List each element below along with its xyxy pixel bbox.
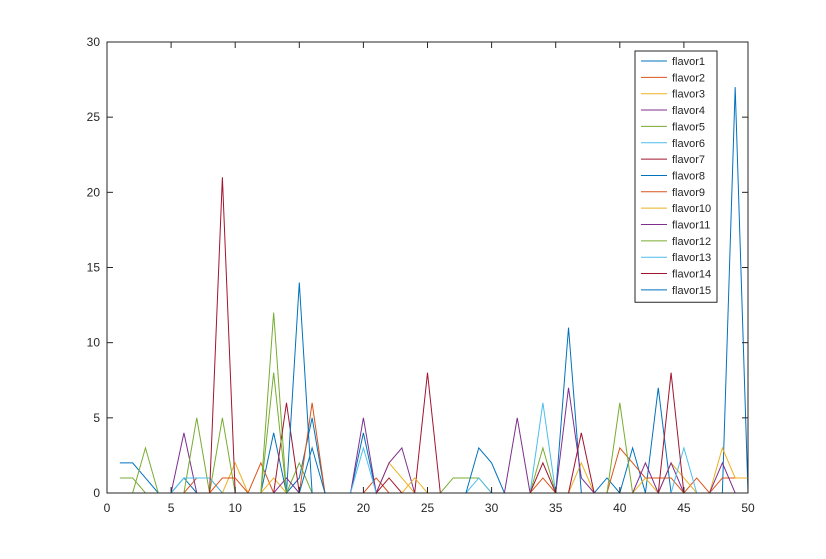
legend-label-flavor8: flavor8 [672, 170, 705, 182]
legend: flavor1 flavor2 flavor3 flavor4 flavor5 flavo… [634, 50, 718, 303]
legend-label-flavor9: flavor9 [672, 187, 705, 199]
y-tick-label: 25 [87, 110, 101, 124]
x-tick-label: 45 [677, 501, 691, 515]
legend-label-flavor6: flavor6 [672, 138, 705, 150]
x-tick-label: 10 [229, 501, 243, 515]
legend-label-flavor1: flavor1 [672, 56, 705, 68]
y-tick-label: 5 [93, 411, 100, 425]
x-tick-label: 40 [613, 501, 627, 515]
legend-label-flavor10: flavor10 [672, 203, 711, 215]
x-tick-label: 20 [357, 501, 371, 515]
x-tick-label: 15 [293, 501, 307, 515]
legend-label-flavor14: flavor14 [672, 269, 711, 281]
y-tick-label: 10 [87, 336, 101, 350]
legend-label-flavor15: flavor15 [672, 285, 711, 297]
x-tick-label: 25 [421, 501, 435, 515]
legend-label-flavor11: flavor11 [672, 220, 710, 232]
legend-label-flavor2: flavor2 [672, 72, 705, 84]
y-tick-label: 15 [87, 261, 101, 275]
legend-label-flavor3: flavor3 [672, 89, 705, 101]
legend-box [634, 50, 718, 303]
y-tick-label: 20 [87, 185, 101, 199]
x-tick-label: 5 [168, 501, 175, 515]
y-tick-label: 0 [93, 486, 100, 500]
x-tick-label: 50 [741, 501, 755, 515]
legend-label-flavor4: flavor4 [672, 105, 705, 117]
x-tick-label: 0 [104, 501, 111, 515]
legend-label-flavor7: flavor7 [672, 154, 705, 166]
axis-layer: 0 5 10 15 20 25 30 35 40 45 50 0 5 10 15 20 25 30 [87, 35, 755, 515]
x-tick-label: 35 [549, 501, 563, 515]
y-tick-label: 30 [87, 35, 101, 49]
legend-label-flavor13: flavor13 [672, 252, 711, 264]
legend-label-flavor5: flavor5 [672, 121, 705, 133]
x-tick-label: 30 [485, 501, 499, 515]
legend-label-flavor12: flavor12 [672, 236, 711, 248]
